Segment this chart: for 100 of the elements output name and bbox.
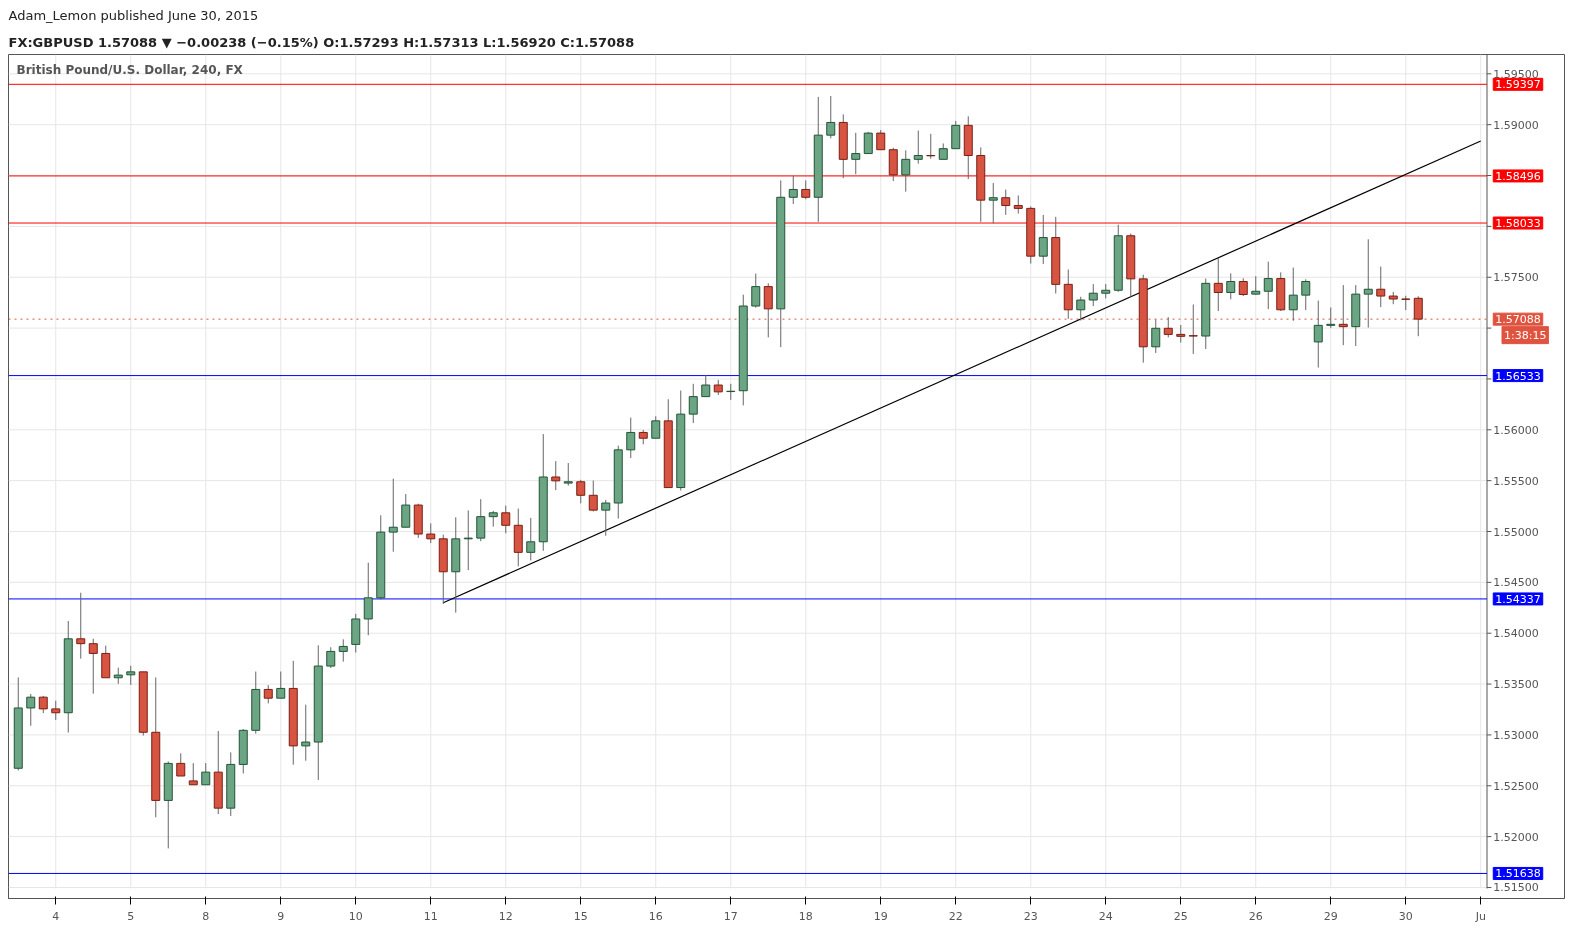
ref-line-label: 1.58033 <box>1495 217 1541 231</box>
y-tick-label: 1.55500 <box>1493 474 1539 488</box>
candlestick <box>588 480 598 512</box>
text: 1:38:15 <box>1504 328 1547 342</box>
x-tick-label: 10 <box>348 909 363 923</box>
x-tick-label: 4 <box>52 909 60 923</box>
candlestick <box>26 693 36 727</box>
candlestick <box>88 638 98 695</box>
ref-line-label: 1.59397 <box>1495 78 1541 92</box>
candlestick <box>426 522 436 544</box>
candlestick <box>688 383 698 424</box>
y-tick-label: 1.54000 <box>1493 627 1539 641</box>
candlestick <box>1313 300 1323 369</box>
candlestick <box>51 700 61 721</box>
candlestick <box>563 462 573 487</box>
candlestick <box>1001 189 1011 216</box>
candlestick <box>751 273 761 309</box>
y-tick-label: 1.55000 <box>1493 525 1539 539</box>
ref-line-label: 1.54337 <box>1495 592 1541 606</box>
x-tick-label: 18 <box>798 909 813 923</box>
candlestick <box>1301 278 1311 311</box>
candlestick <box>388 478 398 553</box>
ref-line-label: 1.57088 <box>1495 313 1541 327</box>
candlestick <box>551 460 561 491</box>
candlestick <box>988 182 998 224</box>
candlestick <box>326 646 336 669</box>
candlestick <box>263 684 273 704</box>
x-tick-label: 8 <box>202 909 210 923</box>
candlestick <box>1013 194 1023 215</box>
y-tick-label: 1.59500 <box>1493 67 1539 81</box>
candlestick <box>363 562 373 636</box>
x-tick-label: 12 <box>498 909 513 923</box>
ref-line-label: 1.56533 <box>1495 369 1541 383</box>
text: FX:GBPUSD 1.57088 ▼ −0.00238 (−0.15%) O:1.57293 H:1.57313 L:1.56920 C:1.57088 <box>8 34 635 50</box>
x-tick-label: 5 <box>127 909 135 923</box>
ref-line-label: 1.58496 <box>1495 169 1541 183</box>
candlestick <box>913 130 923 165</box>
x-tick-label: 22 <box>948 909 963 923</box>
y-tick-label: 1.53500 <box>1493 678 1539 692</box>
ref-line-label: 1.51638 <box>1495 867 1541 881</box>
candlestick <box>1251 275 1261 296</box>
x-tick-label: 26 <box>1248 909 1263 923</box>
candlestick <box>788 175 798 205</box>
candlestick <box>188 762 198 786</box>
y-tick-label: 1.51500 <box>1493 881 1539 895</box>
candlestick <box>276 671 286 699</box>
candlestick <box>1038 214 1048 265</box>
text: British Pound/U.S. Dollar, 240, FX <box>16 62 244 77</box>
candlestick <box>701 374 711 398</box>
x-tick-label: Ju <box>1474 909 1486 923</box>
candlestick <box>476 498 486 542</box>
x-tick-label: 25 <box>1173 909 1188 923</box>
text: Adam_Lemon published June 30, 2015 <box>8 7 259 23</box>
candlestick <box>1326 306 1336 329</box>
candlestick <box>901 149 911 193</box>
candlestick <box>463 509 473 571</box>
candlestick <box>651 415 661 439</box>
y-tick-label: 1.53000 <box>1493 728 1539 742</box>
candlestick <box>301 704 311 762</box>
candlestick <box>876 129 886 151</box>
candlestick <box>501 505 511 534</box>
x-tick-label: 29 <box>1323 909 1338 923</box>
candlestick <box>576 479 586 504</box>
y-tick-label: 1.52500 <box>1493 779 1539 793</box>
y-tick-label: 1.59000 <box>1493 118 1539 132</box>
x-tick-label: 9 <box>277 909 285 923</box>
candlestick <box>1363 238 1373 329</box>
x-tick-label: 15 <box>573 909 588 923</box>
candlestick <box>1263 261 1273 310</box>
x-tick-label: 11 <box>423 909 438 923</box>
candlestick <box>401 493 411 528</box>
candlestick <box>1288 267 1298 322</box>
candlestick <box>951 120 961 150</box>
x-tick-label: 17 <box>723 909 738 923</box>
y-tick-label: 1.52000 <box>1493 830 1539 844</box>
candlestick <box>826 95 836 139</box>
candlestick <box>76 592 86 660</box>
candlestick <box>526 517 536 561</box>
candlestick <box>626 417 636 459</box>
candlestick <box>601 499 611 537</box>
candlestick <box>1088 283 1098 307</box>
candlestick <box>1151 318 1161 354</box>
x-tick-label: 16 <box>648 909 663 923</box>
x-tick-label: 19 <box>873 909 888 923</box>
y-tick-label: 1.56000 <box>1493 423 1539 437</box>
candlestick <box>1213 257 1223 312</box>
candlestick <box>801 179 811 200</box>
y-tick-label: 1.54500 <box>1493 576 1539 590</box>
candlestick <box>338 638 348 663</box>
x-tick-label: 30 <box>1398 909 1413 923</box>
candlestick <box>851 132 861 175</box>
candlestick <box>1226 272 1236 300</box>
x-tick-label: 24 <box>1098 909 1113 923</box>
candlestick <box>201 762 211 786</box>
candlestick <box>176 752 186 777</box>
candlestick <box>1076 296 1086 321</box>
x-tick-label: 23 <box>1023 909 1038 923</box>
y-tick-label: 1.57500 <box>1493 271 1539 285</box>
candlestick <box>126 665 136 686</box>
candlestick <box>1376 266 1386 308</box>
